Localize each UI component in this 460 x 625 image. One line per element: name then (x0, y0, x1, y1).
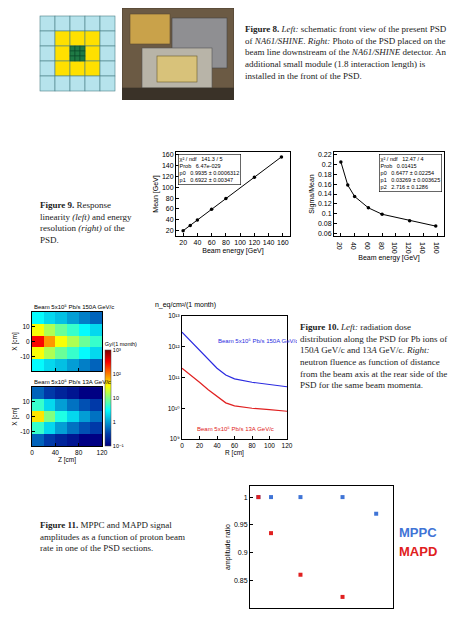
svg-text:1: 1 (113, 419, 116, 425)
html-text:neutron fluence as function of: neutron fluence as function of distance … (300, 357, 448, 391)
svg-text:60: 60 (166, 205, 174, 212)
svg-text:120: 120 (405, 242, 412, 254)
svg-text:10: 10 (22, 323, 30, 330)
svg-text:20: 20 (336, 242, 343, 250)
svg-text:0.95: 0.95 (234, 521, 248, 528)
svg-text:60: 60 (231, 442, 239, 449)
svg-text:0.06: 0.06 (318, 230, 332, 237)
svg-text:100: 100 (162, 184, 174, 191)
svg-text:10¹²: 10¹² (168, 343, 180, 350)
svg-text:0.12: 0.12 (318, 200, 332, 207)
svg-text:80: 80 (166, 195, 174, 202)
svg-text:20: 20 (196, 442, 204, 449)
svg-text:10⁻¹: 10⁻¹ (113, 443, 124, 449)
svg-text:160: 160 (433, 242, 440, 254)
svg-text:80: 80 (248, 442, 256, 449)
svg-text:160: 160 (162, 151, 174, 158)
svg-text:MAPD: MAPD (399, 544, 437, 559)
html-text:Figure 8. Left: schematic fron: Figure 8. Left: schematic front view of … (245, 24, 447, 81)
svg-text:X [cm]: X [cm] (11, 332, 19, 351)
svg-text:0.18: 0.18 (318, 171, 332, 178)
svg-text:R [cm]: R [cm] (225, 449, 244, 457)
html-text:Figure 11. MPPC and MAPD signa: Figure 11. MPPC and MAPD signal amplitud… (40, 520, 185, 554)
svg-text:Beam 5x10⁵ Pb/s 13A GeV/c: Beam 5x10⁵ Pb/s 13A GeV/c (34, 379, 111, 385)
svg-text:0.22: 0.22 (318, 151, 332, 158)
svg-text:Beam 5x10⁵ Pb/s 150A GeV/c: Beam 5x10⁵ Pb/s 150A GeV/c (34, 304, 114, 310)
svg-text:160: 160 (277, 239, 289, 246)
svg-text:0: 0 (180, 442, 184, 449)
svg-text:-10: -10 (20, 352, 30, 359)
svg-text:10⁹: 10⁹ (170, 435, 180, 442)
svg-text:0.9: 0.9 (238, 549, 248, 556)
svg-text:40: 40 (350, 242, 357, 250)
svg-text:χ² / ndf 12.47 / 4Prob 0.0: χ² / ndf 12.47 / 4Prob 0.01415p0 0.6477 … (381, 156, 441, 191)
svg-text:0: 0 (30, 449, 34, 456)
svg-text:0: 0 (26, 338, 30, 345)
svg-text:140: 140 (162, 162, 174, 169)
svg-text:40: 40 (213, 442, 221, 449)
svg-text:80: 80 (378, 242, 385, 250)
svg-text:MPPC: MPPC (399, 525, 437, 540)
svg-text:40: 40 (52, 449, 60, 456)
svg-text:100: 100 (264, 442, 275, 449)
svg-text:0.85: 0.85 (234, 577, 248, 584)
svg-text:1: 1 (244, 494, 248, 501)
svg-text:amplitude ratio: amplitude ratio (224, 524, 232, 570)
svg-text:120: 120 (162, 173, 174, 180)
svg-text:n_eq/cm²/(1 month): n_eq/cm²/(1 month) (155, 301, 216, 309)
svg-text:20: 20 (166, 227, 174, 234)
svg-text:Beam 5x10⁵ Pb/s 13A GeV/c: Beam 5x10⁵ Pb/s 13A GeV/c (197, 426, 274, 432)
svg-text:10¹¹: 10¹¹ (168, 374, 180, 381)
svg-text:120: 120 (282, 442, 293, 449)
svg-text:10: 10 (22, 398, 30, 405)
svg-text:X [cm]: X [cm] (11, 407, 19, 426)
svg-text:120: 120 (249, 239, 261, 246)
svg-text:10¹⁰: 10¹⁰ (168, 405, 180, 412)
svg-text:60: 60 (208, 239, 216, 246)
svg-text:0.14: 0.14 (318, 190, 332, 197)
svg-text:140: 140 (263, 239, 275, 246)
svg-text:Gy/(1 month): Gy/(1 month) (105, 341, 137, 347)
svg-text:40: 40 (166, 216, 174, 223)
svg-text:100: 100 (234, 239, 246, 246)
svg-text:Mean [GeV]: Mean [GeV] (152, 175, 160, 212)
svg-text:80: 80 (222, 239, 230, 246)
svg-text:Beam energy [GeV]: Beam energy [GeV] (202, 247, 264, 255)
html-text:Figure 10. Left: radiation dos: Figure 10. Left: radiation dose distribu… (300, 322, 448, 356)
svg-text:Beam energy [GeV]: Beam energy [GeV] (358, 254, 420, 262)
svg-text:10²: 10² (113, 371, 121, 377)
svg-text:120: 120 (97, 449, 108, 456)
svg-text:Beam 5x10⁵ Pb/s 150A GeV/c: Beam 5x10⁵ Pb/s 150A GeV/c (218, 338, 297, 344)
svg-text:100: 100 (391, 242, 398, 254)
svg-text:140: 140 (419, 242, 426, 254)
svg-text:Sigma/Mean: Sigma/Mean (308, 174, 316, 213)
svg-text:0: 0 (26, 413, 30, 420)
svg-text:20: 20 (179, 239, 187, 246)
svg-text:80: 80 (75, 449, 83, 456)
svg-text:10¹³: 10¹³ (168, 312, 180, 319)
svg-text:0.2: 0.2 (322, 161, 332, 168)
svg-text:10³: 10³ (113, 347, 121, 353)
svg-text:0.16: 0.16 (318, 181, 332, 188)
svg-text:-10: -10 (20, 428, 30, 435)
svg-text:10: 10 (113, 395, 119, 401)
svg-text:Z [cm]: Z [cm] (58, 456, 76, 464)
svg-text:40: 40 (193, 239, 201, 246)
html-text:Figure 9. Response linearity (: Figure 9. Response linearity (left) and … (40, 200, 132, 246)
svg-text:χ² / ndf 141.3 / 5Prob 6.4: χ² / ndf 141.3 / 5Prob 6.47e-029p0 0.993… (180, 156, 240, 183)
svg-text:0.08: 0.08 (318, 220, 332, 227)
svg-text:60: 60 (364, 242, 371, 250)
svg-text:0.1: 0.1 (322, 210, 332, 217)
